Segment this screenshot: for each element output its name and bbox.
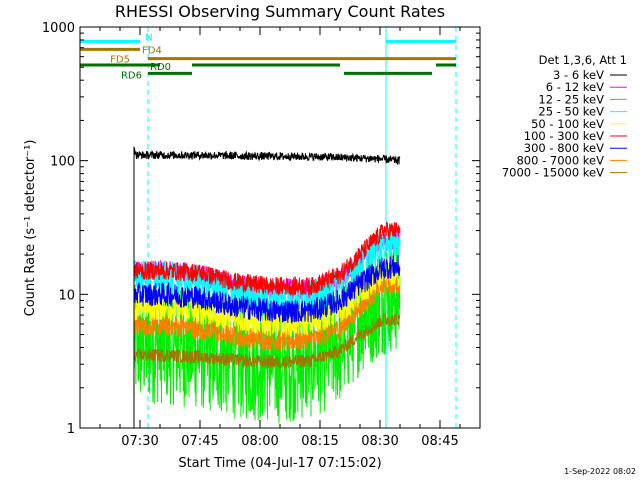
bar-label-fd4: FD4 (142, 45, 162, 56)
series-line-8 (133, 313, 401, 428)
x-tick-label-4: 08:30 (361, 434, 398, 449)
bar-label-rd0: RD0 (150, 62, 171, 73)
x-axis: 07:30 07:45 08:00 08:15 08:30 08:45 (99, 27, 481, 449)
x-tick-label-2: 08:00 (241, 434, 278, 449)
y-tick-label-2: 100 (50, 155, 75, 170)
timestamp: 1-Sep-2022 08:02 (564, 467, 636, 476)
y-tick-label-0: 1 (67, 422, 75, 437)
legend-label-1: 6 - 12 keV (546, 80, 604, 94)
x-tick-label-5: 08:45 (421, 434, 458, 449)
legend-label-6: 300 - 800 keV (524, 141, 604, 155)
plot-area: N FD4 FD5 RD0 RD6 (79, 27, 457, 428)
series-line-7 (133, 273, 401, 428)
legend-header: Det 1,3,6, Att 1 (539, 53, 627, 67)
legend-label-3: 25 - 50 keV (538, 105, 604, 119)
legend-label-8: 7000 - 15000 keV (502, 166, 604, 180)
x-tick-label-1: 07:45 (181, 434, 218, 449)
series-line-3 (133, 227, 401, 428)
bar-label-rd6: RD6 (121, 70, 142, 81)
x-axis-label: Start Time (04-Jul-17 07:15:02) (178, 456, 381, 471)
y-tick-label-3: 1000 (42, 21, 75, 36)
legend-label-0: 3 - 6 keV (553, 68, 604, 82)
x-tick-label-0: 07:30 (121, 434, 158, 449)
x-tick-label-3: 08:15 (301, 434, 338, 449)
y-tick-label-1: 10 (58, 288, 75, 303)
legend-label-2: 12 - 25 keV (538, 92, 604, 106)
bar-label-fd5: FD5 (110, 55, 130, 66)
legend-label-5: 100 - 300 keV (524, 129, 604, 143)
y-axis-label: Count Rate (s⁻¹ detector⁻¹) (23, 140, 38, 317)
series-line-5 (133, 221, 401, 428)
series-line-0 (133, 146, 401, 428)
legend-label-7: 800 - 7000 keV (516, 153, 604, 167)
series-line-6 (133, 254, 401, 428)
y-axis: 1 10 100 1000 (42, 21, 480, 437)
legend-label-4: 50 - 100 keV (531, 117, 604, 131)
bar-label-n: N (145, 32, 152, 43)
chart-title: RHESSI Observing Summary Count Rates (115, 2, 445, 21)
